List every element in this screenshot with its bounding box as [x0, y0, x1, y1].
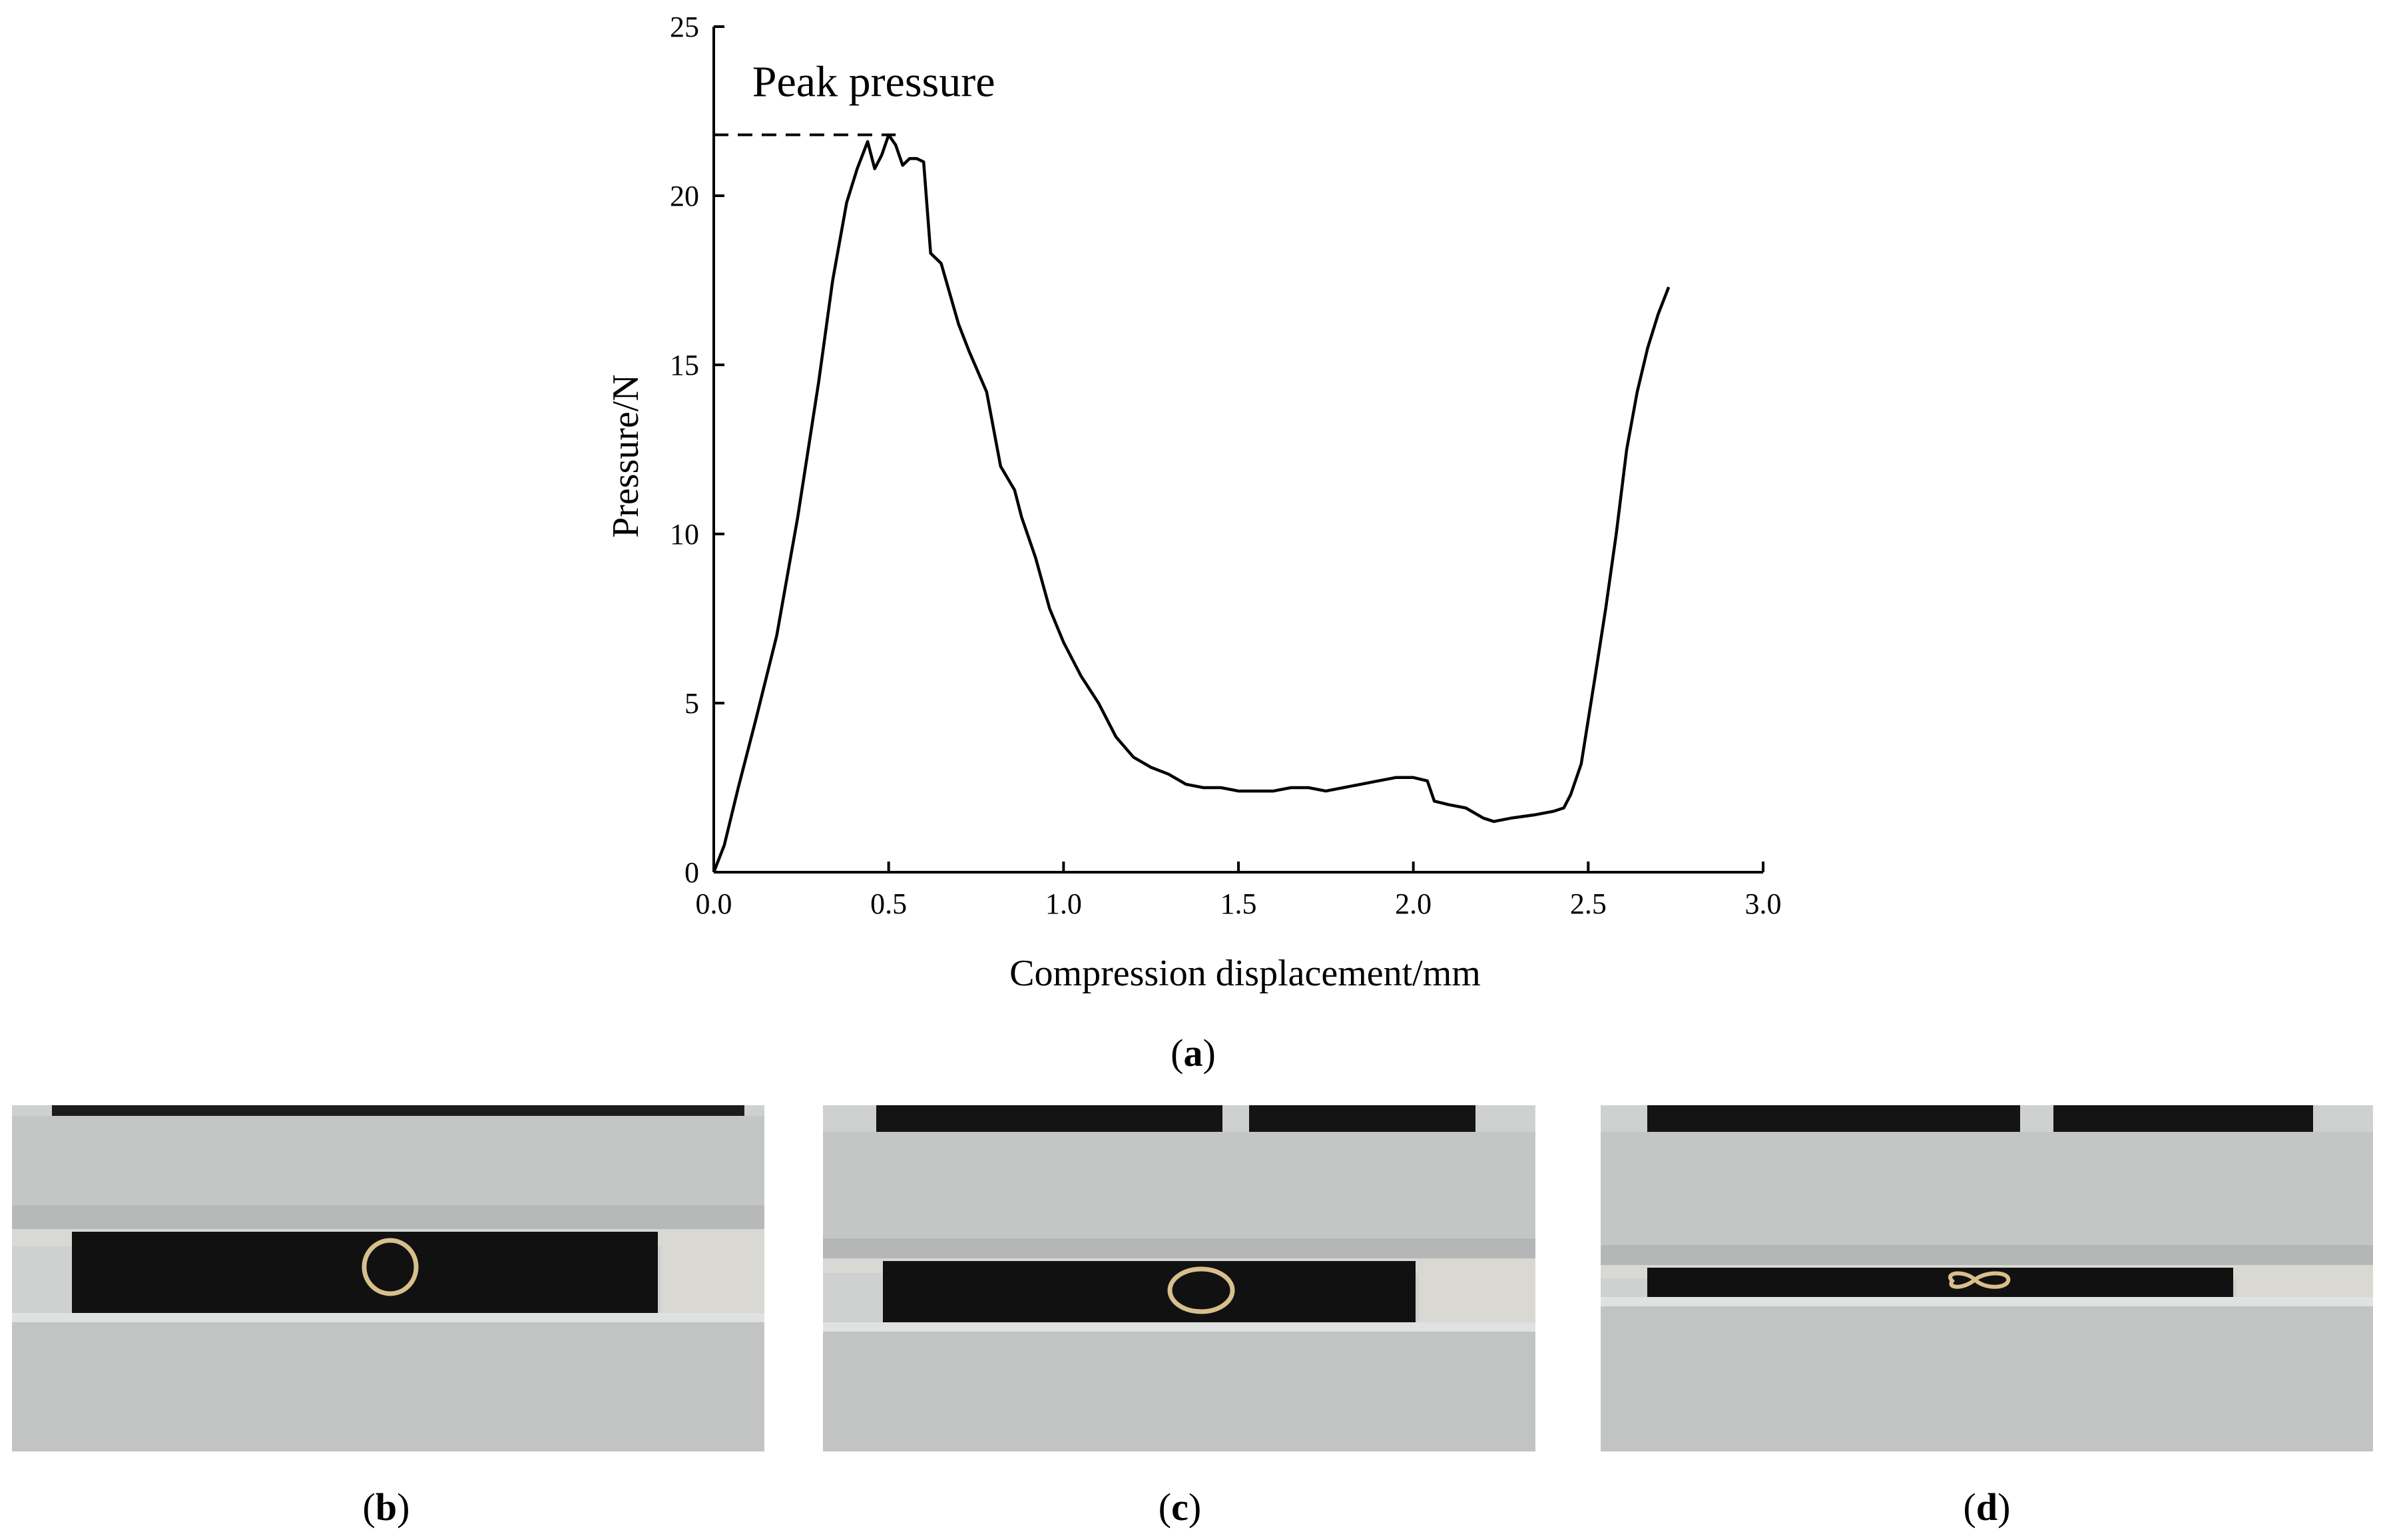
- tube-sample-b: [362, 1238, 419, 1296]
- photo-d: [1601, 1105, 2373, 1451]
- y-tick-label: 0: [684, 856, 699, 889]
- x-axis-title: Compression displacement/mm: [1009, 953, 1481, 994]
- photo-b: [12, 1105, 764, 1451]
- panel-label-b: (b): [362, 1485, 410, 1529]
- x-tick-label: 0.5: [870, 888, 907, 920]
- panel-label-d: (d): [1963, 1485, 2011, 1529]
- tube-sample-c: [1167, 1266, 1235, 1314]
- y-tick-label: 10: [670, 518, 699, 551]
- y-tick-label: 20: [670, 180, 699, 212]
- x-tick-label: 0.0: [696, 888, 732, 920]
- x-tick-label: 1.0: [1045, 888, 1082, 920]
- x-tick-label: 2.0: [1395, 888, 1432, 920]
- y-axis-title: Pressure/N: [605, 374, 647, 538]
- y-tick-label: 25: [670, 11, 699, 43]
- y-tick-label: 15: [670, 349, 699, 382]
- photo-c: [823, 1105, 1535, 1451]
- panel-label-c: (c): [1158, 1485, 1202, 1529]
- x-tick-label: 3.0: [1745, 888, 1782, 920]
- x-tick-label: 1.5: [1220, 888, 1257, 920]
- pressure-curve: [712, 133, 1671, 873]
- chart-series: [712, 133, 1671, 873]
- panel-label-a: (a): [1171, 1031, 1216, 1075]
- peak-pressure-annotation: Peak pressure: [752, 58, 995, 107]
- pressure-displacement-chart: 0.0 0.5 1.0 1.5 2.0 2.5 3.0 0 5 10 15 20 25 Peak pre…: [605, 11, 1782, 994]
- tube-sample-d: [1948, 1271, 2011, 1289]
- chart-ticks: 0.0 0.5 1.0 1.5 2.0 2.5 3.0 0 5 10 15 20 25: [670, 11, 1782, 920]
- x-tick-label: 2.5: [1570, 888, 1607, 920]
- y-tick-label: 5: [684, 687, 699, 720]
